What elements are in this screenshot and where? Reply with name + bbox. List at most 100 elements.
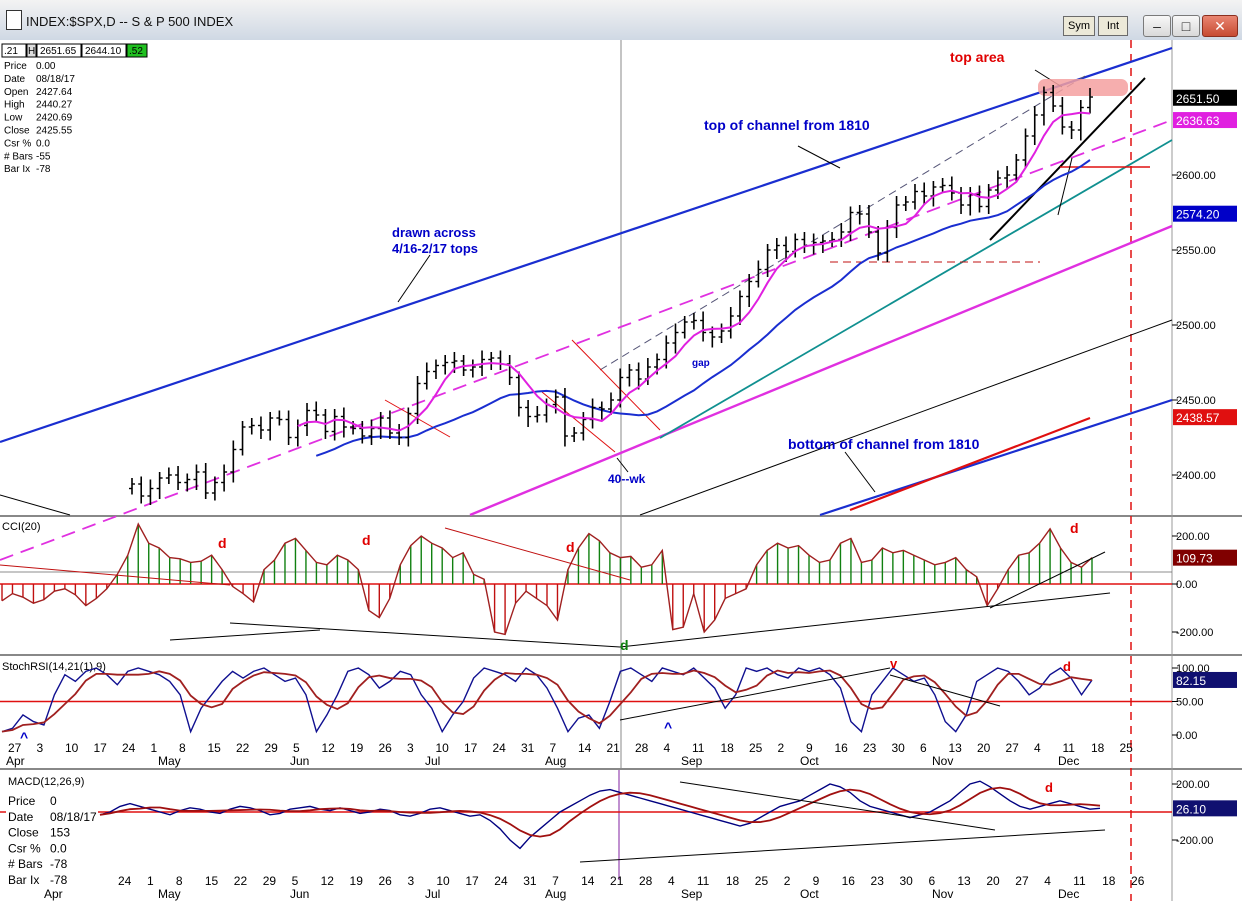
macd-info-label: Bar Ix bbox=[8, 873, 39, 887]
macd-month-label: Sep bbox=[681, 887, 703, 901]
macd-date-tick-label: 17 bbox=[465, 874, 479, 888]
annotation-label: 4/16-2/17 tops bbox=[392, 241, 478, 256]
info-label: Open bbox=[4, 87, 28, 98]
stochrsi-trendline bbox=[889, 674, 1001, 707]
stochrsi-indicator: StochRSI(14,21(1),9) 100.0050.000.0082.15… bbox=[0, 656, 1237, 745]
info-label: Csr % bbox=[4, 138, 31, 149]
date-tick-label: 29 bbox=[265, 741, 279, 755]
macd-date-tick-label: 14 bbox=[581, 874, 595, 888]
date-tick-label: 18 bbox=[1091, 741, 1105, 755]
macd-month-label: Nov bbox=[932, 887, 953, 901]
macd-date-tick-label: 31 bbox=[523, 874, 537, 888]
close-button[interactable]: ✕ bbox=[1202, 15, 1238, 37]
macd-date-tick-label: 11 bbox=[1073, 874, 1086, 888]
cci-divergence-mark: d bbox=[218, 535, 227, 551]
macd-info-bg bbox=[6, 775, 98, 887]
macd-date-tick-label: 2 bbox=[784, 874, 791, 888]
price-badge bbox=[1173, 205, 1237, 222]
cci-trendline bbox=[169, 629, 321, 641]
date-tick-label: 25 bbox=[1120, 741, 1134, 755]
month-label: Jun bbox=[290, 754, 309, 768]
short-moving-average bbox=[297, 111, 1091, 432]
macd-trendline bbox=[579, 829, 1106, 863]
macd-date-tick-label: 7 bbox=[552, 874, 559, 888]
date-tick-label: 28 bbox=[635, 741, 649, 755]
info-label: Close bbox=[4, 126, 30, 137]
header-l-value: 2644.10 bbox=[85, 46, 122, 57]
info-label: Price bbox=[4, 61, 27, 72]
month-label: Nov bbox=[932, 754, 953, 768]
date-tick-label: 6 bbox=[920, 741, 927, 755]
date-tick-label: 20 bbox=[977, 741, 991, 755]
macd-panel[interactable] bbox=[0, 770, 1242, 901]
date-tick-label: 4 bbox=[664, 741, 671, 755]
date-tick-label: 8 bbox=[179, 741, 186, 755]
date-tick-label: 17 bbox=[94, 741, 108, 755]
date-tick-label: 22 bbox=[236, 741, 250, 755]
info-value: 2420.69 bbox=[36, 113, 73, 124]
ohlc-bars bbox=[129, 85, 1093, 505]
annotation-label: drawn across bbox=[392, 225, 476, 240]
month-label: Sep bbox=[681, 754, 703, 768]
macd-month-label: May bbox=[158, 887, 181, 901]
date-tick-label: 3 bbox=[37, 741, 44, 755]
macd-info-value: -78 bbox=[50, 857, 68, 871]
macd-info-label: Price bbox=[8, 794, 36, 808]
macd-date-axis: 24 1 8 15 22 29 5 12 19 26 3 10 17 24 31 7 14 21 28 4 11 18 25… bbox=[44, 874, 1145, 901]
date-tick-label: 11 bbox=[692, 741, 705, 755]
short-ma-line bbox=[297, 111, 1091, 432]
cci-indicator: CCI(20) 200.00 0.00 -200.00 109.73 d d d d d bbox=[0, 520, 1237, 653]
stochrsi-badge-value: 82.15 bbox=[1176, 674, 1206, 688]
macd-date-tick-label: 29 bbox=[263, 874, 277, 888]
macd-date-tick-label: 18 bbox=[1102, 874, 1116, 888]
stochrsi-mark: v bbox=[890, 656, 898, 671]
macd-date-tick-label: 21 bbox=[610, 874, 624, 888]
cci-trendline bbox=[0, 564, 231, 586]
macd-signal-line bbox=[99, 786, 1101, 838]
macd-date-tick-label: 15 bbox=[205, 874, 219, 888]
date-tick-label: 21 bbox=[607, 741, 621, 755]
date-tick-label: 9 bbox=[806, 741, 813, 755]
annotation-label: bottom of channel from 1810 bbox=[788, 436, 980, 452]
minimize-button[interactable]: – bbox=[1143, 15, 1171, 37]
header-field1: .21 bbox=[4, 46, 18, 57]
cci-line bbox=[1, 522, 1093, 636]
stochrsi-signal-line bbox=[1, 669, 1093, 733]
macd-month-label: Jun bbox=[290, 887, 309, 901]
macd-date-tick-label: 26 bbox=[1131, 874, 1145, 888]
int-button[interactable]: Int bbox=[1098, 16, 1128, 36]
macd-info-value: -78 bbox=[50, 873, 68, 887]
stochrsi-mark: ^ bbox=[664, 719, 672, 735]
macd-month-label: Aug bbox=[545, 887, 566, 901]
macd-info-label: Close bbox=[8, 826, 39, 840]
date-tick-label: 30 bbox=[892, 741, 906, 755]
cci-trendline bbox=[229, 622, 621, 648]
annotation-label: gap bbox=[692, 358, 710, 369]
macd-info-value: 153 bbox=[50, 826, 70, 840]
price-tick-label: 2400.00 bbox=[1176, 470, 1216, 482]
macd-date-tick-label: 4 bbox=[668, 874, 675, 888]
sym-button[interactable]: Sym bbox=[1063, 16, 1095, 36]
trendlines bbox=[0, 46, 1173, 561]
info-box-bg bbox=[2, 59, 78, 177]
macd-date-tick-label: 18 bbox=[726, 874, 740, 888]
info-value: -55 bbox=[36, 151, 51, 162]
info-value: 0.00 bbox=[36, 61, 56, 72]
macd-date-tick-label: 6 bbox=[928, 874, 935, 888]
cci-divergence-mark: d bbox=[1070, 520, 1079, 536]
macd-month-label: Dec bbox=[1058, 887, 1079, 901]
date-tick-label: 12 bbox=[322, 741, 336, 755]
header-change: .52 bbox=[129, 46, 143, 57]
macd-badge-value: 26.10 bbox=[1176, 802, 1206, 816]
info-value: 0.0 bbox=[36, 138, 50, 149]
info-value: -78 bbox=[36, 164, 51, 175]
price-badge bbox=[1173, 409, 1237, 426]
macd-date-tick-label: 12 bbox=[321, 874, 335, 888]
maximize-button[interactable]: □ bbox=[1172, 15, 1200, 37]
indicator-tick-label: 0.00 bbox=[1176, 730, 1197, 742]
indicator-tick-label: -200.00 bbox=[1176, 627, 1213, 639]
date-tick-label: 10 bbox=[436, 741, 450, 755]
month-label: May bbox=[158, 754, 181, 768]
indicator-tick-label: 200.00 bbox=[1176, 531, 1210, 543]
